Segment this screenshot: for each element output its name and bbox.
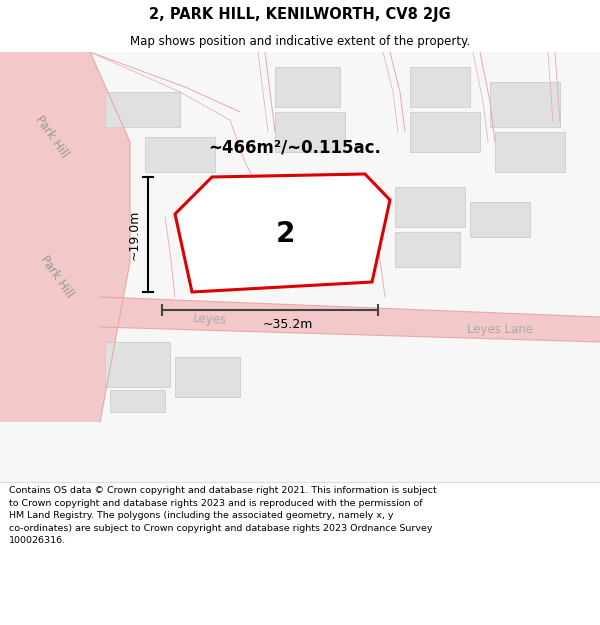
- Polygon shape: [275, 112, 345, 152]
- Text: Leyes Lane: Leyes Lane: [467, 324, 533, 336]
- Polygon shape: [100, 297, 600, 342]
- Text: Map shows position and indicative extent of the property.: Map shows position and indicative extent…: [130, 35, 470, 48]
- Text: Contains OS data © Crown copyright and database right 2021. This information is : Contains OS data © Crown copyright and d…: [9, 486, 437, 545]
- Text: 2: 2: [275, 220, 295, 248]
- Polygon shape: [410, 112, 480, 152]
- Polygon shape: [105, 342, 170, 387]
- Polygon shape: [0, 52, 130, 422]
- Polygon shape: [495, 132, 565, 172]
- Polygon shape: [110, 390, 165, 412]
- Polygon shape: [395, 187, 465, 227]
- Text: ~19.0m: ~19.0m: [128, 209, 140, 260]
- Polygon shape: [490, 82, 560, 127]
- Polygon shape: [395, 232, 460, 267]
- Polygon shape: [175, 174, 390, 292]
- Text: Park Hill: Park Hill: [38, 254, 76, 301]
- Text: Park Hill: Park Hill: [33, 114, 71, 161]
- Text: Leyes: Leyes: [193, 312, 227, 326]
- Text: 2, PARK HILL, KENILWORTH, CV8 2JG: 2, PARK HILL, KENILWORTH, CV8 2JG: [149, 7, 451, 22]
- Polygon shape: [105, 92, 180, 127]
- Polygon shape: [410, 67, 470, 107]
- Polygon shape: [470, 202, 530, 237]
- Polygon shape: [145, 137, 215, 172]
- Text: ~35.2m: ~35.2m: [263, 318, 313, 331]
- Polygon shape: [275, 67, 340, 107]
- Text: ~466m²/~0.115ac.: ~466m²/~0.115ac.: [209, 138, 382, 156]
- Polygon shape: [175, 357, 240, 397]
